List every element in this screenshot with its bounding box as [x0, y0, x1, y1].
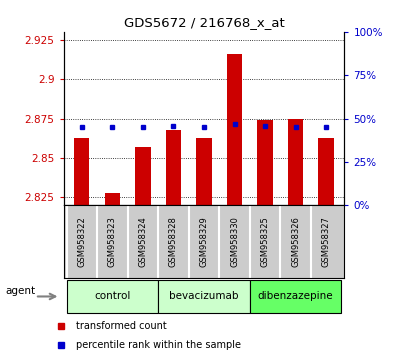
Text: GSM958330: GSM958330 — [229, 216, 238, 267]
Text: GSM958326: GSM958326 — [290, 216, 299, 267]
Text: GSM958325: GSM958325 — [260, 216, 269, 267]
Bar — [287, 119, 302, 205]
Text: GSM958322: GSM958322 — [77, 216, 86, 267]
Text: control: control — [94, 291, 130, 301]
Text: GSM958327: GSM958327 — [321, 216, 330, 267]
Bar — [165, 130, 181, 205]
Text: agent: agent — [5, 286, 35, 296]
Text: GSM958328: GSM958328 — [169, 216, 178, 267]
Bar — [196, 137, 211, 205]
Bar — [135, 147, 150, 205]
Text: bevacizumab: bevacizumab — [169, 291, 238, 301]
Bar — [249, 280, 341, 313]
Bar — [66, 280, 158, 313]
Bar — [226, 54, 242, 205]
Title: GDS5672 / 216768_x_at: GDS5672 / 216768_x_at — [123, 16, 284, 29]
Bar — [105, 193, 120, 205]
Text: GSM958329: GSM958329 — [199, 216, 208, 267]
Bar — [318, 137, 333, 205]
Bar — [257, 120, 272, 205]
Text: percentile rank within the sample: percentile rank within the sample — [76, 341, 241, 350]
Text: GSM958324: GSM958324 — [138, 216, 147, 267]
Bar — [158, 280, 249, 313]
Bar — [74, 137, 89, 205]
Text: transformed count: transformed count — [76, 321, 167, 331]
Text: dibenzazepine: dibenzazepine — [257, 291, 333, 301]
Text: GSM958323: GSM958323 — [108, 216, 117, 267]
